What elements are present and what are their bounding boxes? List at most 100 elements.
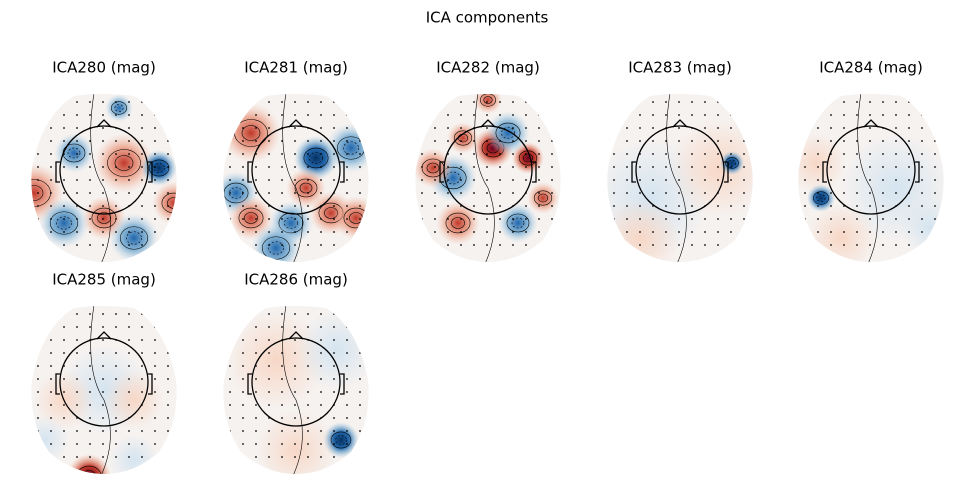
sensor bbox=[856, 166, 858, 168]
sensor bbox=[678, 153, 680, 155]
sensor bbox=[242, 205, 244, 207]
sensor bbox=[63, 231, 65, 233]
sensor bbox=[843, 218, 845, 220]
sensor bbox=[947, 179, 949, 181]
sensor bbox=[730, 244, 732, 246]
sensor bbox=[229, 244, 231, 246]
sensor bbox=[115, 101, 117, 103]
sensor bbox=[447, 101, 449, 103]
field-blob bbox=[474, 94, 502, 114]
sensor bbox=[538, 244, 540, 246]
sensor bbox=[294, 127, 296, 129]
sensor bbox=[512, 231, 514, 233]
contour bbox=[114, 104, 124, 112]
field-blob bbox=[94, 133, 154, 193]
sensor bbox=[63, 326, 65, 328]
sensor bbox=[89, 231, 91, 233]
sensor bbox=[154, 339, 156, 341]
sensor bbox=[242, 166, 244, 168]
sensor bbox=[76, 326, 78, 328]
sensor bbox=[856, 192, 858, 194]
right-ear bbox=[915, 161, 920, 183]
left-ear bbox=[247, 373, 252, 395]
sensor bbox=[717, 166, 719, 168]
sensor bbox=[154, 365, 156, 367]
sensor bbox=[50, 127, 52, 129]
sensor bbox=[359, 430, 361, 432]
sensor bbox=[512, 101, 514, 103]
sensor bbox=[242, 326, 244, 328]
sensor bbox=[882, 114, 884, 116]
nose bbox=[288, 119, 304, 128]
sensor bbox=[460, 192, 462, 194]
sensor bbox=[333, 244, 335, 246]
sensor bbox=[115, 166, 117, 168]
sensor bbox=[255, 231, 257, 233]
sensor bbox=[869, 153, 871, 155]
sensor bbox=[50, 244, 52, 246]
sensor bbox=[229, 166, 231, 168]
sensor bbox=[333, 339, 335, 341]
sensor bbox=[307, 140, 309, 142]
sensor bbox=[538, 179, 540, 181]
sensor bbox=[320, 114, 322, 116]
sensor bbox=[333, 205, 335, 207]
sensor bbox=[102, 443, 104, 445]
sensor bbox=[921, 127, 923, 129]
field-blob bbox=[141, 150, 177, 186]
sensor bbox=[460, 114, 462, 116]
field-blob bbox=[447, 122, 479, 154]
sensor bbox=[76, 192, 78, 194]
sensor bbox=[307, 326, 309, 328]
sensor bbox=[704, 244, 706, 246]
sensor bbox=[307, 352, 309, 354]
sensor bbox=[717, 127, 719, 129]
sensor bbox=[421, 244, 423, 246]
nose bbox=[480, 119, 496, 128]
sensor bbox=[551, 166, 553, 168]
sensor bbox=[102, 244, 104, 246]
sensor bbox=[320, 430, 322, 432]
sensor bbox=[102, 101, 104, 103]
field-blob bbox=[256, 410, 336, 474]
sensor bbox=[372, 417, 374, 419]
sensor bbox=[346, 166, 348, 168]
sensor bbox=[180, 313, 182, 315]
sensor bbox=[756, 205, 758, 207]
sensor bbox=[307, 378, 309, 380]
sensor bbox=[804, 218, 806, 220]
sensor bbox=[359, 231, 361, 233]
sensor bbox=[229, 101, 231, 103]
sensor bbox=[89, 456, 91, 458]
sensor bbox=[50, 352, 52, 354]
sensor bbox=[255, 192, 257, 194]
sensor bbox=[281, 391, 283, 393]
sensor bbox=[63, 127, 65, 129]
sensor bbox=[50, 140, 52, 142]
sensor bbox=[869, 127, 871, 129]
sensor bbox=[817, 205, 819, 207]
field-blob bbox=[436, 201, 480, 245]
sensor bbox=[76, 404, 78, 406]
sensor bbox=[281, 166, 283, 168]
sensor bbox=[421, 179, 423, 181]
sensor bbox=[294, 140, 296, 142]
field-blob bbox=[498, 203, 538, 243]
sensor bbox=[947, 140, 949, 142]
sensor bbox=[89, 313, 91, 315]
sensor bbox=[421, 192, 423, 194]
sensor bbox=[255, 244, 257, 246]
sensor bbox=[830, 114, 832, 116]
sensor bbox=[141, 218, 143, 220]
sensor bbox=[180, 456, 182, 458]
sensor bbox=[525, 231, 527, 233]
sensor bbox=[307, 430, 309, 432]
sensor bbox=[678, 114, 680, 116]
field-blob bbox=[109, 435, 159, 474]
sensor bbox=[895, 192, 897, 194]
sensor bbox=[63, 339, 65, 341]
sensor bbox=[63, 218, 65, 220]
sensor bbox=[639, 140, 641, 142]
sensor bbox=[499, 153, 501, 155]
head-outline bbox=[443, 125, 533, 215]
